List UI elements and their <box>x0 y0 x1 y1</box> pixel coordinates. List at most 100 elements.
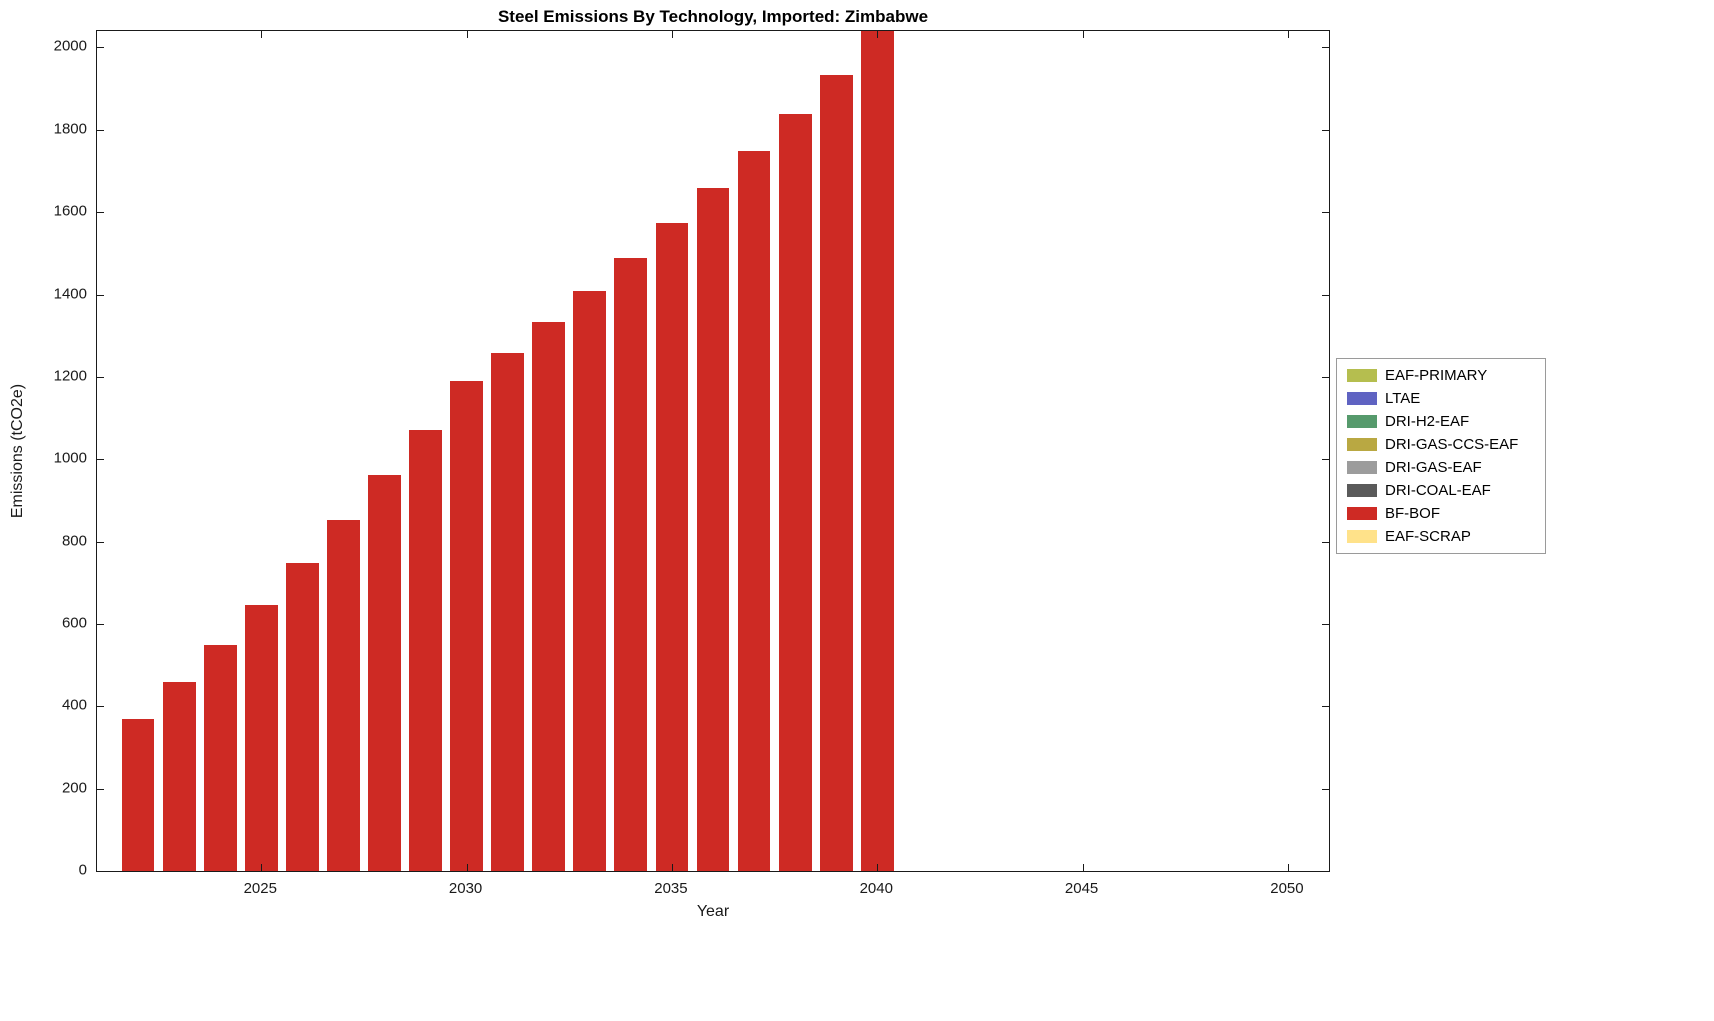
x-tick-label: 2030 <box>448 880 483 897</box>
x-tick-mark <box>1082 864 1084 871</box>
x-tick-mark <box>261 31 263 38</box>
y-tick-label: 1600 <box>53 202 87 220</box>
y-tick-mark <box>97 541 104 543</box>
legend-item: EAF-SCRAP <box>1347 527 1535 546</box>
y-tick-label: 1400 <box>53 285 87 303</box>
y-tick-mark <box>1322 376 1329 378</box>
x-tick-mark <box>671 31 673 38</box>
legend-item: LTAE <box>1347 389 1535 408</box>
legend-label: EAF-PRIMARY <box>1385 367 1488 384</box>
x-tick-mark <box>671 864 673 871</box>
bar-2035 <box>655 222 689 871</box>
y-tick-mark <box>1322 212 1329 214</box>
y-tick-mark <box>97 129 104 131</box>
y-tick-mark <box>97 376 104 378</box>
y-tick-mark <box>97 788 104 790</box>
y-tick-label: 600 <box>61 614 87 632</box>
legend-swatch <box>1347 507 1377 520</box>
y-tick-mark <box>1322 459 1329 461</box>
legend-item: EAF-PRIMARY <box>1347 366 1535 385</box>
bar-2028 <box>368 475 401 871</box>
bar-2031 <box>491 352 525 871</box>
bar-2024 <box>203 644 237 871</box>
y-tick-label: 0 <box>78 861 87 879</box>
legend-item: DRI-H2-EAF <box>1347 412 1535 431</box>
y-tick-label: 800 <box>61 532 87 550</box>
y-tick-mark <box>1322 541 1329 543</box>
x-tick-mark <box>877 31 879 38</box>
legend-label: DRI-COAL-EAF <box>1385 482 1491 499</box>
bar-2026 <box>285 563 319 871</box>
legend-item: DRI-GAS-CCS-EAF <box>1347 435 1535 454</box>
y-tick-mark <box>97 47 104 49</box>
y-tick-mark <box>97 294 104 296</box>
x-axis-label: Year <box>696 903 730 920</box>
x-tick-label: 2025 <box>243 880 277 897</box>
chart-title: Steel Emissions By Technology, Imported:… <box>497 7 929 26</box>
y-tick-label: 400 <box>61 696 87 714</box>
bar-2037 <box>737 151 771 871</box>
x-tick-mark <box>1287 864 1289 871</box>
y-tick-mark <box>97 212 104 214</box>
bar-2033 <box>573 290 607 871</box>
plot-area <box>96 30 1330 872</box>
bar-2022 <box>121 718 155 871</box>
legend-item: DRI-GAS-EAF <box>1347 458 1535 477</box>
legend-label: LTAE <box>1385 390 1421 407</box>
bar-2029 <box>409 430 442 871</box>
x-tick-mark <box>261 864 263 871</box>
legend-label: BF-BOF <box>1385 505 1440 522</box>
bar-2023 <box>162 682 196 871</box>
bar-2039 <box>819 74 853 871</box>
x-tick-mark <box>877 864 879 871</box>
y-tick-mark <box>97 459 104 461</box>
legend-swatch <box>1347 484 1377 497</box>
bar-2027 <box>326 520 360 871</box>
legend-swatch <box>1347 461 1377 474</box>
x-tick-mark <box>466 864 468 871</box>
y-tick-mark <box>1322 47 1329 49</box>
legend-item: DRI-COAL-EAF <box>1347 481 1535 500</box>
bar-2030 <box>450 381 484 871</box>
x-tick-mark <box>1082 31 1084 38</box>
y-tick-mark <box>97 623 104 625</box>
x-tick-mark <box>1287 31 1289 38</box>
x-tick-label: 2035 <box>654 880 688 897</box>
x-tick-label: 2050 <box>1270 880 1304 897</box>
legend-swatch <box>1347 369 1377 382</box>
y-tick-label: 1800 <box>53 120 87 138</box>
legend-item: BF-BOF <box>1347 504 1535 523</box>
y-tick-mark <box>1322 788 1329 790</box>
bar-2038 <box>778 114 812 871</box>
legend-swatch <box>1347 530 1377 543</box>
x-tick-label: 2040 <box>859 880 893 897</box>
legend-swatch <box>1347 392 1377 405</box>
x-tick-mark <box>466 31 468 38</box>
bar-2036 <box>696 187 730 871</box>
y-tick-label: 1000 <box>53 449 87 467</box>
y-tick-mark <box>97 706 104 708</box>
y-axis-label: Emissions (tCO2e) <box>9 383 26 519</box>
y-tick-mark <box>1322 706 1329 708</box>
y-tick-label: 1200 <box>53 367 87 385</box>
bar-2040 <box>860 31 894 871</box>
bar-2032 <box>532 321 566 871</box>
y-tick-mark <box>1322 294 1329 296</box>
bar-2025 <box>244 605 278 871</box>
bar-2034 <box>614 257 648 871</box>
legend-label: DRI-GAS-EAF <box>1385 459 1482 476</box>
y-tick-mark <box>1322 871 1329 872</box>
y-tick-mark <box>1322 129 1329 131</box>
legend-label: DRI-GAS-CCS-EAF <box>1385 436 1519 453</box>
legend: EAF-PRIMARY LTAE DRI-H2-EAF DRI-GAS-CCS-EAF… <box>1336 358 1546 554</box>
x-tick-label: 2045 <box>1064 880 1099 897</box>
y-tick-label: 200 <box>61 779 87 797</box>
y-tick-mark <box>97 871 104 872</box>
legend-swatch <box>1347 415 1377 428</box>
y-tick-label: 2000 <box>53 37 87 55</box>
y-tick-mark <box>1322 623 1329 625</box>
legend-swatch <box>1347 438 1377 451</box>
legend-label: DRI-H2-EAF <box>1385 413 1470 430</box>
legend-label: EAF-SCRAP <box>1385 528 1471 545</box>
